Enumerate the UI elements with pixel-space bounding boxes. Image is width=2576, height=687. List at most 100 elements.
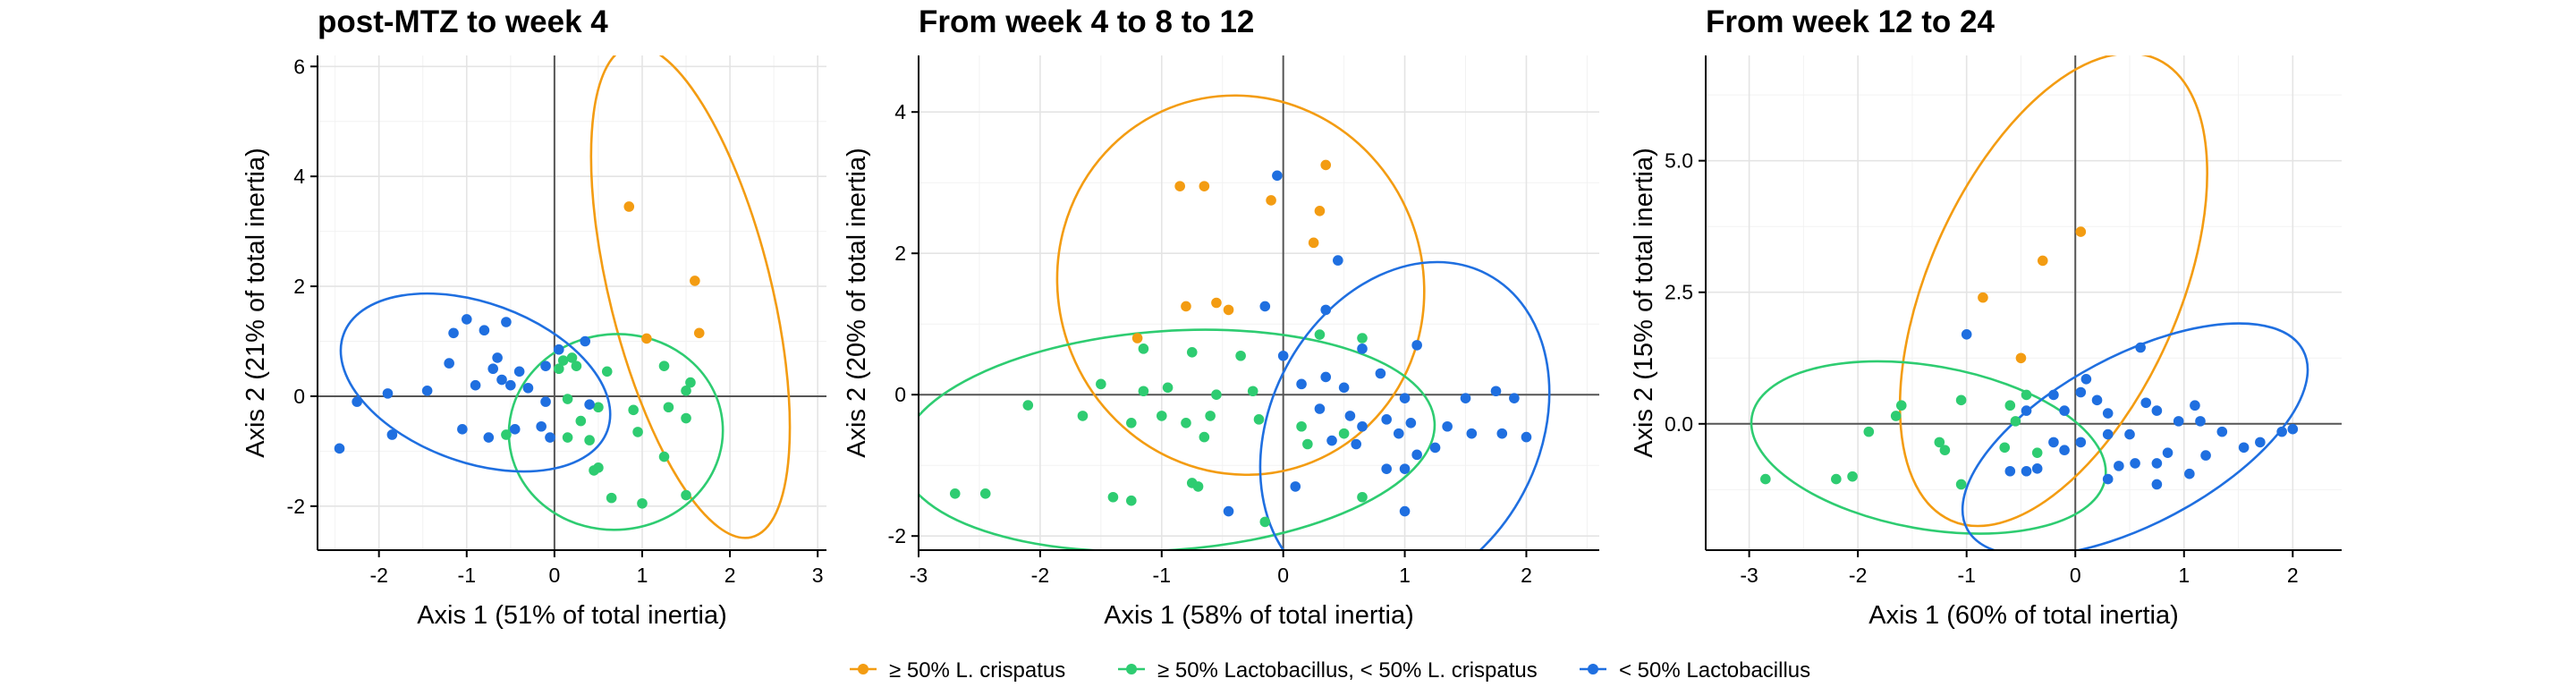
- panel-1-point-low-lactobacillus-12: [505, 379, 516, 391]
- panel-3-point-lactobacillus-4: [2021, 389, 2032, 401]
- panel-2-point-low-lactobacillus-24: [1326, 435, 1337, 446]
- panel-1-point-low-lactobacillus-14: [522, 382, 534, 394]
- panel-1-point-crispatus-2: [693, 327, 705, 339]
- panel-2-point-crispatus-8: [1223, 304, 1234, 316]
- panel-3-point-low-lactobacillus-14: [2216, 426, 2228, 437]
- panel-2-plot-area: [919, 94, 1551, 550]
- panel-2-point-low-lactobacillus-19: [1381, 414, 1392, 425]
- panel-2-point-lactobacillus-10: [1247, 386, 1258, 397]
- panel-3-point-low-lactobacillus-30: [2114, 461, 2124, 471]
- panel-1-point-low-lactobacillus-2: [448, 327, 459, 339]
- panel-2-point-low-lactobacillus-2: [1259, 301, 1271, 312]
- panel-1-point-lactobacillus-22: [637, 497, 648, 509]
- panel-1-point-low-lactobacillus-16: [382, 388, 394, 399]
- legend-low-lactobacillus-dot: [1588, 664, 1598, 674]
- legend-crispatus-dot: [858, 664, 869, 674]
- panel-1-point-lactobacillus-9: [593, 402, 604, 413]
- panel-2-point-lactobacillus-21: [1107, 491, 1119, 503]
- panel-2-x-tick-label-5: 2: [1521, 564, 1532, 587]
- panel-3-point-low-lactobacillus-25: [2200, 450, 2211, 461]
- panel-2-point-lactobacillus-27: [949, 488, 961, 499]
- panel-2-point-low-lactobacillus-1: [1333, 255, 1343, 266]
- panel-1-plot-area: [334, 55, 792, 539]
- panel-3-point-low-lactobacillus-29: [2031, 463, 2043, 474]
- panel-3-y-tick-label-0: 0.0: [1665, 412, 1693, 436]
- panel-2-y-tick-label-3: 4: [894, 100, 906, 123]
- panel-2-point-low-lactobacillus-6: [1277, 350, 1289, 361]
- panel-1-point-lactobacillus-10: [628, 404, 639, 416]
- panel-1-x-tick-label-0: -2: [369, 564, 387, 587]
- panel-1-point-crispatus-3: [641, 333, 652, 344]
- panel-1-point-low-lactobacillus-23: [509, 424, 521, 435]
- panel-3-point-low-lactobacillus-20: [2102, 428, 2114, 440]
- legend-item-crispatus: ≥ 50% L. crispatus: [850, 658, 1065, 683]
- panel-3-point-low-lactobacillus-28: [2021, 465, 2032, 477]
- panel-3-y-tick-label-1: 2.5: [1665, 281, 1693, 304]
- panel-2-point-lactobacillus-25: [1259, 516, 1271, 528]
- panel-3-point-crispatus-1: [2037, 255, 2048, 267]
- panel-2-point-crispatus-2: [1266, 195, 1276, 206]
- panel-3-point-low-lactobacillus-34: [2151, 479, 2163, 490]
- panel-3-point-low-lactobacillus-18: [2059, 445, 2070, 456]
- panel-2-point-crispatus-3: [1320, 159, 1332, 171]
- panel-1-point-lactobacillus-4: [601, 366, 613, 377]
- panel-1-point-low-lactobacillus-13: [470, 379, 481, 391]
- panel-3-point-low-lactobacillus-22: [2162, 447, 2174, 458]
- panel-1-point-low-lactobacillus-7: [553, 344, 564, 355]
- panel-2-point-low-lactobacillus-29: [1381, 463, 1392, 474]
- panel-2-point-lactobacillus-0: [1138, 344, 1149, 354]
- panel-2-point-low-lactobacillus-3: [1320, 304, 1332, 316]
- panel-1: -2 -1 0 1 2 3 -2 0 2 4 6 post-MTZ to week 4 Axis 1 (…: [242, 4, 826, 630]
- panel-3-point-lactobacillus-1: [1890, 411, 1902, 421]
- panel-2-y-tick-label-2: 2: [894, 242, 906, 265]
- panel-2-point-lactobacillus-12: [1126, 418, 1137, 428]
- panel-2-point-lactobacillus-28: [979, 488, 991, 499]
- panel-2-point-lactobacillus-5: [1022, 400, 1034, 411]
- panel-3-y-axis-title: Axis 2 (15% of total inertia): [1630, 148, 1658, 458]
- panel-1-point-low-lactobacillus-18: [540, 396, 551, 407]
- panel-3-x-tick-label-0: -3: [1740, 564, 1758, 587]
- panel-2-point-crispatus-0: [1174, 181, 1185, 191]
- panel-3: -3 -2 -1 0 1 2 0.0 2.5 5.0 From week 12 to 24 Axis…: [1630, 4, 2342, 630]
- panel-3-series-lactobacillus: [1760, 389, 2043, 490]
- panel-1-point-crispatus-0: [623, 201, 635, 212]
- panel-1-grid: [318, 55, 826, 550]
- panel-1-point-low-lactobacillus-3: [501, 317, 512, 327]
- panel-3-point-lactobacillus-10: [2031, 447, 2043, 458]
- panel-2-point-lactobacillus-20: [1302, 438, 1313, 450]
- panel-3-point-low-lactobacillus-1: [2135, 342, 2146, 353]
- panel-2-point-lactobacillus-13: [1156, 411, 1167, 421]
- panel-3-point-lactobacillus-9: [1999, 442, 2011, 454]
- panel-1-point-low-lactobacillus-25: [386, 429, 398, 440]
- panel-2-x-tick-label-1: -2: [1031, 564, 1049, 587]
- panel-3-point-low-lactobacillus-23: [2238, 442, 2250, 454]
- panel-1-point-low-lactobacillus-1: [479, 325, 490, 336]
- panel-2-point-lactobacillus-16: [1253, 414, 1265, 425]
- panel-2-y-tick-label-1: 0: [894, 383, 906, 406]
- panel-3-x-tick-label-4: 1: [2178, 564, 2190, 587]
- panel-1-point-low-lactobacillus-24: [545, 432, 555, 443]
- panel-3-point-low-lactobacillus-13: [2195, 416, 2206, 427]
- panel-3-point-low-lactobacillus-21: [2124, 428, 2135, 440]
- panel-2-point-crispatus-9: [1131, 333, 1143, 344]
- panel-2-point-lactobacillus-15: [1205, 411, 1216, 421]
- panel-3-point-lactobacillus-13: [1760, 473, 1771, 485]
- panel-1-point-lactobacillus-21: [606, 492, 617, 504]
- panel-2-point-low-lactobacillus-12: [1338, 382, 1350, 394]
- panel-2-point-lactobacillus-2: [1235, 350, 1246, 361]
- panel-1-point-lactobacillus-2: [553, 363, 564, 375]
- panel-3-point-low-lactobacillus-19: [2075, 437, 2087, 448]
- panel-1-point-low-lactobacillus-15: [421, 386, 433, 396]
- panel-2-point-low-lactobacillus-31: [1399, 463, 1411, 474]
- panel-3-point-lactobacillus-5: [2010, 416, 2021, 427]
- panel-1-point-low-lactobacillus-8: [580, 335, 591, 347]
- panel-1-x-tick-label-1: -1: [458, 564, 476, 587]
- panel-3-ellipse-crispatus: [1898, 55, 2208, 528]
- panel-2-point-lactobacillus-8: [1162, 382, 1174, 394]
- panel-3-title: From week 12 to 24: [1706, 4, 1995, 39]
- panel-1-point-low-lactobacillus-20: [536, 420, 547, 432]
- panel-3-x-tick-label-2: -1: [1957, 564, 1975, 587]
- panel-3-x-tick-label-3: 0: [2070, 564, 2081, 587]
- panel-2-point-low-lactobacillus-16: [1314, 403, 1326, 414]
